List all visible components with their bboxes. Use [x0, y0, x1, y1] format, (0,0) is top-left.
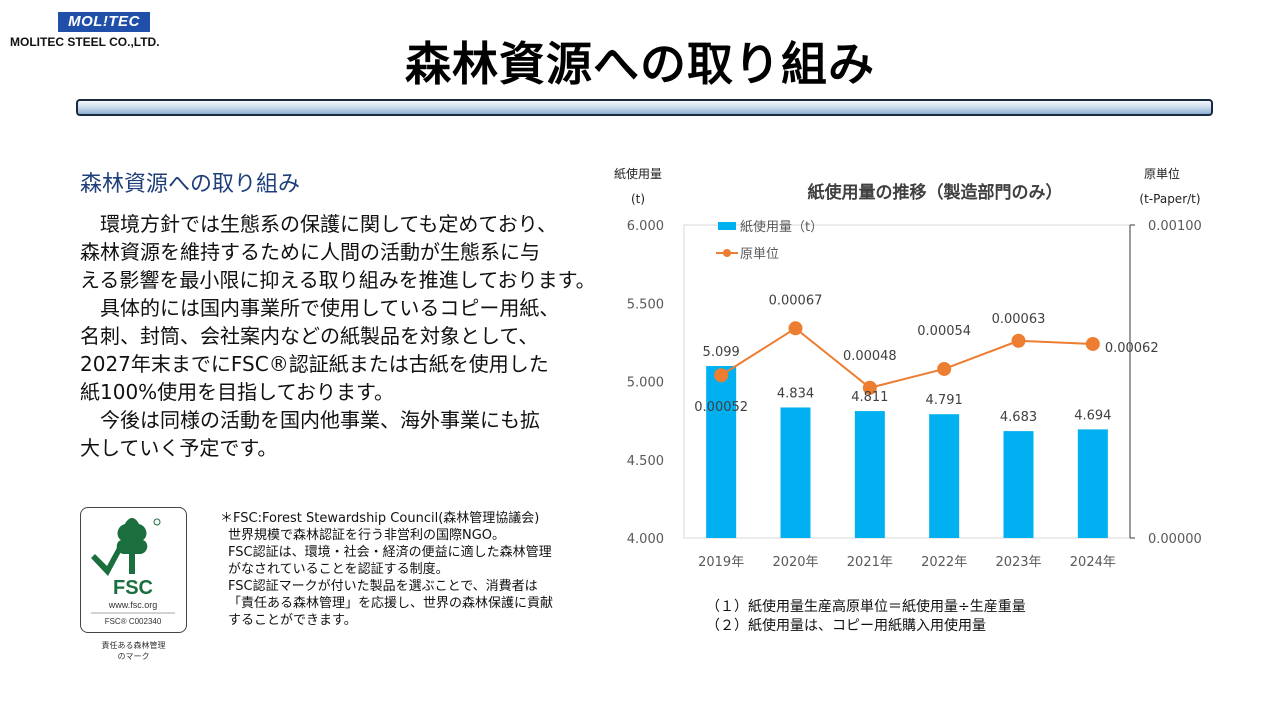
- unit-value-label: 0.00062: [1105, 341, 1159, 356]
- body-line: 具体的には国内事業所で使用しているコピー用紙、: [80, 296, 560, 320]
- bar-value-label: 4.811: [851, 390, 888, 405]
- y-right-tick-label: 0.00100: [1148, 219, 1202, 234]
- chart-title: 紙使用量の推移（製造部門のみ）: [808, 182, 1063, 203]
- y-left-tick-label: 4.500: [627, 454, 664, 469]
- bar-value-label: 4.683: [1000, 410, 1037, 425]
- unit-point: [1085, 336, 1100, 351]
- paper-usage-chart: 紙使用量の推移（製造部門のみ） 紙使用量 (t) 原単位 (t-Paper/t)…: [614, 166, 1202, 570]
- y-left-tick-label: 4.000: [627, 532, 664, 547]
- y-right-axis-label: 原単位: [1144, 166, 1180, 181]
- fsc-note-line: することができます。: [228, 613, 357, 628]
- fsc-note: ＊FSC:Forest Stewardship Council(森林管理協議会)…: [220, 510, 620, 629]
- legend-bar-swatch: [718, 222, 736, 230]
- logo-mark: MOL!TEC: [58, 12, 150, 32]
- x-tick-label: 2020年: [772, 555, 818, 570]
- unit-value-label: 0.00048: [843, 349, 897, 364]
- page-title: 森林資源への取り組み: [405, 37, 875, 91]
- fsc-tree-check-icon: FSC www.fsc.org FSC® C002340: [91, 518, 175, 626]
- fsc-note-line: FSC認証マークが付いた製品を選ぶことで、消費者は: [228, 579, 538, 594]
- legend-label: 原単位: [740, 246, 779, 262]
- bar-value-label: 4.694: [1074, 408, 1111, 423]
- company-logo: MOL!TEC MOLITEC STEEL CO.,LTD.: [10, 12, 190, 52]
- bar-value-label: 5.099: [703, 345, 740, 360]
- body-line: 2027年末までにFSC®認証紙または古紙を使用した: [80, 352, 549, 376]
- body-line: 名刺、封筒、会社案内などの紙製品を対象として、: [80, 324, 539, 348]
- fsc-note-line: ＊FSC:Forest Stewardship Council(森林管理協議会): [220, 511, 540, 526]
- bar: [706, 366, 737, 538]
- y-right-tick-label: 0.00000: [1148, 532, 1202, 547]
- unit-value-label: 0.00052: [694, 400, 748, 415]
- legend-line-marker: [723, 249, 731, 257]
- fsc-caption-line: のマーク: [117, 652, 150, 661]
- fsc-note-line: 世界規模で森林認証を行う非営利の国際NGO。: [228, 528, 506, 543]
- plot-area: [683, 224, 1131, 539]
- fsc-mark-text: FSC: [113, 577, 153, 599]
- body-line: 紙100%使用を目指しております。: [80, 380, 394, 404]
- unit-point: [714, 368, 729, 383]
- company-name: MOLITEC STEEL CO.,LTD.: [10, 35, 160, 49]
- bar: [780, 407, 811, 538]
- x-tick-label: 2019年: [698, 555, 744, 570]
- x-tick-label: 2022年: [921, 555, 967, 570]
- body-text: 環境方針では生態系の保護に関しても定めており、 森林資源を維持するために人間の活…: [80, 210, 620, 462]
- x-tick-label: 2021年: [847, 555, 893, 570]
- section-heading: 森林資源への取り組み: [80, 172, 301, 197]
- unit-point: [862, 380, 877, 395]
- unit-value-label: 0.00067: [769, 293, 823, 308]
- unit-value-label: 0.00054: [917, 324, 971, 339]
- chart-footnotes: （１）紙使用量生産高原単位＝紙使用量÷生産重量 （２）紙使用量は、コピー用紙購入…: [706, 598, 1026, 636]
- unit-point: [937, 361, 952, 376]
- unit-point: [788, 321, 803, 336]
- fsc-url-text: www.fsc.org: [108, 600, 158, 610]
- fsc-caption: 責任ある森林管理 のマーク: [80, 640, 187, 662]
- fsc-code-text: FSC® C002340: [105, 617, 162, 626]
- bar: [854, 411, 885, 538]
- footnote: （２）紙使用量は、コピー用紙購入用使用量: [706, 618, 986, 634]
- y-left-tick-label: 6.000: [627, 219, 664, 234]
- body-line: 大していく予定です。: [80, 436, 278, 460]
- bar: [929, 414, 960, 538]
- body-line: える影響を最小限に抑える取り組みを推進しております。: [80, 268, 596, 292]
- body-line: 森林資源を維持するために人間の活動が生態系に与: [80, 240, 540, 264]
- legend-label: 紙使用量（t）: [740, 219, 823, 235]
- body-line: 今後は同様の活動を国内他事業、海外事業にも拡: [80, 408, 540, 432]
- bar: [1003, 431, 1034, 538]
- unit-value-label: 0.00063: [992, 312, 1046, 327]
- y-left-tick-label: 5.000: [627, 376, 664, 391]
- bar-value-label: 4.834: [777, 386, 814, 401]
- fsc-note-line: 「責任ある森林管理」を応援し、世界の森林保護に貢献: [228, 596, 554, 611]
- fsc-logo: FSC www.fsc.org FSC® C002340: [80, 507, 187, 633]
- x-tick-label: 2024年: [1070, 555, 1116, 570]
- x-tick-label: 2023年: [995, 555, 1041, 570]
- fsc-note-line: FSC認証は、環境・社会・経済の便益に適した森林管理: [228, 545, 552, 560]
- y-left-axis-label: 紙使用量: [614, 166, 662, 181]
- y-left-axis-unit: (t): [631, 192, 645, 206]
- y-right-axis-unit: (t-Paper/t): [1139, 192, 1200, 206]
- unit-line: [720, 327, 1093, 389]
- unit-point: [1011, 333, 1026, 348]
- fsc-note-line: がなされていることを認証する制度。: [228, 562, 449, 577]
- y-left-tick-label: 5.500: [627, 297, 664, 312]
- footnote: （１）紙使用量生産高原単位＝紙使用量÷生産重量: [706, 599, 1026, 615]
- bar-value-label: 4.791: [926, 393, 963, 408]
- title-divider-bar: [76, 99, 1213, 116]
- fsc-caption-line: 責任ある森林管理: [101, 641, 166, 650]
- body-line: 環境方針では生態系の保護に関しても定めており、: [80, 212, 557, 236]
- bar: [1077, 429, 1108, 538]
